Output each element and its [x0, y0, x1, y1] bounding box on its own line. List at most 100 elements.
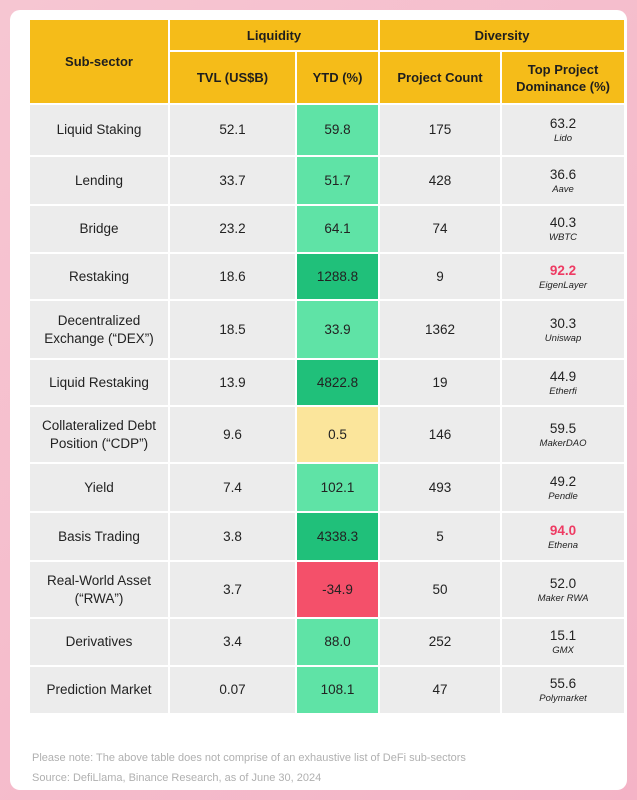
project-count-cell: 19	[380, 360, 501, 405]
table-row: Lending 33.7 51.7 428 36.6 Aave	[30, 157, 625, 204]
dominance-value: 36.6	[549, 166, 577, 182]
tvl-cell: 23.2	[170, 206, 295, 252]
header-cell: Diversity	[380, 20, 625, 50]
top-project: Etherfi	[549, 385, 577, 397]
dominance-value: 44.9	[549, 368, 577, 384]
dominance-value: 52.0	[549, 575, 577, 591]
sub-sector-cell: Liquid Restaking	[30, 360, 168, 405]
ytd-cell: 51.7	[297, 157, 379, 204]
ytd-cell: 4338.3	[297, 513, 379, 560]
header-row: Sub-sector Liquidity Diversity	[30, 20, 625, 103]
tvl-cell: 7.4	[170, 464, 295, 511]
ytd-cell: -34.9	[297, 562, 379, 617]
table-row: Real-World Asset (“RWA”) 3.7 -34.9 50 52.0 Ma…	[30, 562, 625, 617]
note: Please note: The above table does not co…	[32, 752, 466, 764]
table-row: Liquid Staking 52.1 59.8 175 63.2 Lido	[30, 105, 625, 155]
header-cell: Liquidity	[170, 20, 379, 50]
tvl-cell: 13.9	[170, 360, 295, 405]
project-count-cell: 146	[380, 407, 501, 462]
header-cell: YTD (%)	[297, 52, 379, 103]
table-row: Derivatives 3.4 88.0 252 15.1 GMX	[30, 619, 625, 665]
sub-sector-cell: Lending	[30, 157, 168, 204]
dominance-value: 94.0	[549, 522, 577, 538]
sub-sector-cell: Bridge	[30, 206, 168, 252]
dominance-value: 40.3	[549, 215, 577, 230]
sub-sector-cell: Restaking	[30, 254, 168, 299]
sub-sector-cell: Collateralized Debt Position (“CDP”)	[30, 407, 168, 462]
table-row: Basis Trading 3.8 4338.3 5 94.0 Ethena	[30, 513, 625, 560]
tvl-cell: 3.8	[170, 513, 295, 560]
table-row: Liquid Restaking 13.9 4822.8 19 44.9 Etherfi	[30, 360, 625, 405]
ytd-cell: 64.1	[297, 206, 379, 252]
sub-sector-cell: Liquid Staking	[30, 105, 168, 155]
tvl-cell: 3.7	[170, 562, 295, 617]
project-count-cell: 493	[380, 464, 501, 511]
table-row: Collateralized Debt Position (“CDP”) 9.6 0…	[30, 407, 625, 462]
dominance-value: 15.1	[549, 628, 577, 643]
dominance-cell: 15.1 GMX	[502, 619, 625, 665]
dominance-cell: 36.6 Aave	[502, 157, 625, 204]
project-count-cell: 9	[380, 254, 501, 299]
project-count-cell: 428	[380, 157, 501, 204]
table-row: Restaking 18.6 1288.8 9 92.2 EigenLayer	[30, 254, 625, 299]
note: Source: DefiLlama, Binance Research, as …	[32, 772, 322, 784]
tvl-cell: 0.07	[170, 667, 295, 713]
top-project: Pendle	[548, 490, 578, 502]
dominance-value: 30.3	[549, 315, 577, 331]
top-project: MakerDAO	[539, 437, 587, 449]
top-project: WBTC	[549, 232, 577, 243]
project-count-cell: 47	[380, 667, 501, 713]
dominance-cell: 44.9 Etherfi	[502, 360, 625, 405]
top-project: Lido	[554, 133, 572, 144]
tvl-cell: 9.6	[170, 407, 295, 462]
ytd-cell: 0.5	[297, 407, 379, 462]
dominance-value: 63.2	[549, 116, 577, 131]
top-project: Ethena	[547, 539, 579, 551]
tvl-cell: 33.7	[170, 157, 295, 204]
header-row: TVL (US$B) YTD (%) Project Count Top Pro…	[30, 52, 625, 103]
ytd-cell: 1288.8	[297, 254, 379, 299]
table-row: Decentralized Exchange (“DEX”) 18.5 33.9 13…	[30, 301, 625, 358]
project-count-cell: 252	[380, 619, 501, 665]
top-project: Maker RWA	[537, 592, 589, 604]
dominance-cell: 40.3 WBTC	[502, 206, 625, 252]
top-project: Uniswap	[544, 332, 582, 344]
ytd-cell: 59.8	[297, 105, 379, 155]
top-project: EigenLayer	[538, 279, 588, 291]
data-table: Sub-sector Liquidity Diversity TVL (US$B…	[28, 18, 626, 715]
card: Sub-sector Liquidity Diversity TVL (US$B…	[10, 10, 627, 790]
ytd-cell: 102.1	[297, 464, 379, 511]
tvl-cell: 18.5	[170, 301, 295, 358]
sub-sector-cell: Derivatives	[30, 619, 168, 665]
project-count-cell: 74	[380, 206, 501, 252]
tvl-cell: 52.1	[170, 105, 295, 155]
ytd-cell: 108.1	[297, 667, 379, 713]
sub-sector-cell: Real-World Asset (“RWA”)	[30, 562, 168, 617]
dominance-cell: 92.2 EigenLayer	[502, 254, 625, 299]
sub-sector-cell: Decentralized Exchange (“DEX”)	[30, 301, 168, 358]
header-cell: TVL (US$B)	[170, 52, 295, 103]
project-count-cell: 1362	[380, 301, 501, 358]
table-body: Liquid Staking 52.1 59.8 175 63.2 Lido Lending…	[30, 105, 625, 713]
dominance-cell: 59.5 MakerDAO	[502, 407, 625, 462]
header-cell: Sub-sector	[30, 20, 168, 103]
top-project: GMX	[552, 645, 574, 656]
ytd-cell: 4822.8	[297, 360, 379, 405]
dominance-cell: 49.2 Pendle	[502, 464, 625, 511]
dominance-cell: 52.0 Maker RWA	[502, 562, 625, 617]
dominance-cell: 55.6 Polymarket	[502, 667, 625, 713]
tvl-cell: 3.4	[170, 619, 295, 665]
notes: Please note: The above table does not co…	[32, 748, 466, 788]
sub-sector-cell: Prediction Market	[30, 667, 168, 713]
tvl-cell: 18.6	[170, 254, 295, 299]
table-row: Prediction Market 0.07 108.1 47 55.6 Polymark…	[30, 667, 625, 713]
project-count-cell: 5	[380, 513, 501, 560]
dominance-value: 92.2	[549, 262, 577, 278]
dominance-cell: 63.2 Lido	[502, 105, 625, 155]
sub-sector-cell: Yield	[30, 464, 168, 511]
top-project: Polymarket	[539, 693, 587, 704]
dominance-cell: 94.0 Ethena	[502, 513, 625, 560]
header-cell: Top Project Dominance (%)	[502, 52, 625, 103]
table-row: Yield 7.4 102.1 493 49.2 Pendle	[30, 464, 625, 511]
header-cell: Project Count	[380, 52, 501, 103]
